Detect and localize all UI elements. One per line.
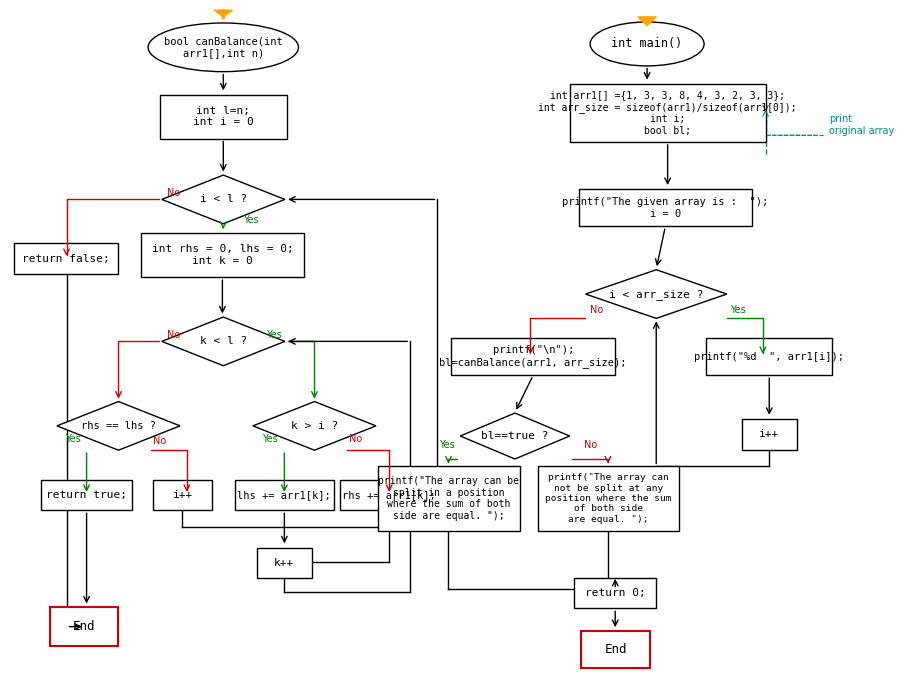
Text: bool canBalance(int
arr1[],int n): bool canBalance(int arr1[],int n) [164,37,283,58]
Polygon shape [253,402,376,450]
Text: printf("%d  ", arr1[i]);: printf("%d ", arr1[i]); [694,352,845,362]
FancyBboxPatch shape [236,480,333,510]
Text: No: No [349,435,362,444]
Text: End: End [73,620,96,633]
FancyBboxPatch shape [160,95,287,139]
Text: Yes: Yes [262,435,278,444]
Text: rhs += arr1[k];: rhs += arr1[k]; [342,490,436,500]
Text: int main(): int main() [612,37,683,51]
Text: int arr1[] ={1, 3, 3, 8, 4, 3, 2, 3, 3};
int arr_size = sizeof(arr1)/sizeof(arr1: int arr1[] ={1, 3, 3, 8, 4, 3, 2, 3, 3};… [539,90,797,136]
FancyBboxPatch shape [707,338,832,375]
Ellipse shape [590,22,704,66]
FancyBboxPatch shape [378,466,519,531]
Text: i++: i++ [759,429,780,439]
Text: int rhs = 0, lhs = 0;
int k = 0: int rhs = 0, lhs = 0; int k = 0 [152,245,293,266]
Text: Yes: Yes [730,305,746,314]
Text: i < arr_size ?: i < arr_size ? [609,289,704,299]
FancyBboxPatch shape [153,480,213,510]
Polygon shape [585,270,727,318]
Text: print
original array: print original array [829,114,895,136]
FancyBboxPatch shape [340,480,438,510]
Text: No: No [591,305,603,314]
Text: No: No [166,188,180,197]
Ellipse shape [148,23,299,72]
Polygon shape [162,175,285,224]
Polygon shape [460,413,570,459]
Text: k++: k++ [274,558,295,568]
Text: End: End [604,643,627,656]
FancyBboxPatch shape [41,480,132,510]
Text: Yes: Yes [266,330,281,339]
Text: printf("The array can
not be split at any
position where the sum
of both side
ar: printf("The array can not be split at an… [545,473,672,524]
FancyBboxPatch shape [257,548,311,578]
Text: No: No [152,436,166,445]
Polygon shape [638,17,656,26]
Text: i++: i++ [173,490,193,500]
Text: No: No [166,330,180,339]
FancyBboxPatch shape [742,419,796,450]
Text: printf("The given array is :  ");
i = 0: printf("The given array is : "); i = 0 [562,197,769,218]
FancyBboxPatch shape [574,578,656,608]
FancyBboxPatch shape [579,189,752,226]
Text: printf("The array can be
split in a position
where the sum of both
side are equa: printf("The array can be split in a posi… [378,476,519,521]
FancyBboxPatch shape [451,338,615,375]
Text: No: No [584,440,597,450]
FancyBboxPatch shape [538,466,679,531]
Text: Yes: Yes [65,435,80,444]
Text: return false;: return false; [22,254,110,264]
Text: return 0;: return 0; [585,588,645,598]
Polygon shape [215,10,233,17]
Text: k > i ?: k > i ? [291,421,338,431]
Polygon shape [57,402,180,450]
Text: k < l ?: k < l ? [200,337,247,346]
Text: printf("\n");
bl=canBalance(arr1, arr_size);: printf("\n"); bl=canBalance(arr1, arr_si… [439,345,627,368]
Polygon shape [162,317,285,366]
FancyBboxPatch shape [142,233,303,277]
Text: Yes: Yes [243,216,258,225]
FancyBboxPatch shape [14,243,119,274]
Text: return true;: return true; [46,490,127,500]
FancyBboxPatch shape [582,631,650,668]
Text: lhs += arr1[k];: lhs += arr1[k]; [237,490,331,500]
Text: i < l ?: i < l ? [200,195,247,204]
Text: int l=n;
int i = 0: int l=n; int i = 0 [193,106,254,127]
Text: bl==true ?: bl==true ? [481,431,549,441]
Text: rhs == lhs ?: rhs == lhs ? [81,421,156,431]
FancyBboxPatch shape [570,84,766,142]
Text: Yes: Yes [439,440,455,450]
FancyBboxPatch shape [50,607,119,646]
